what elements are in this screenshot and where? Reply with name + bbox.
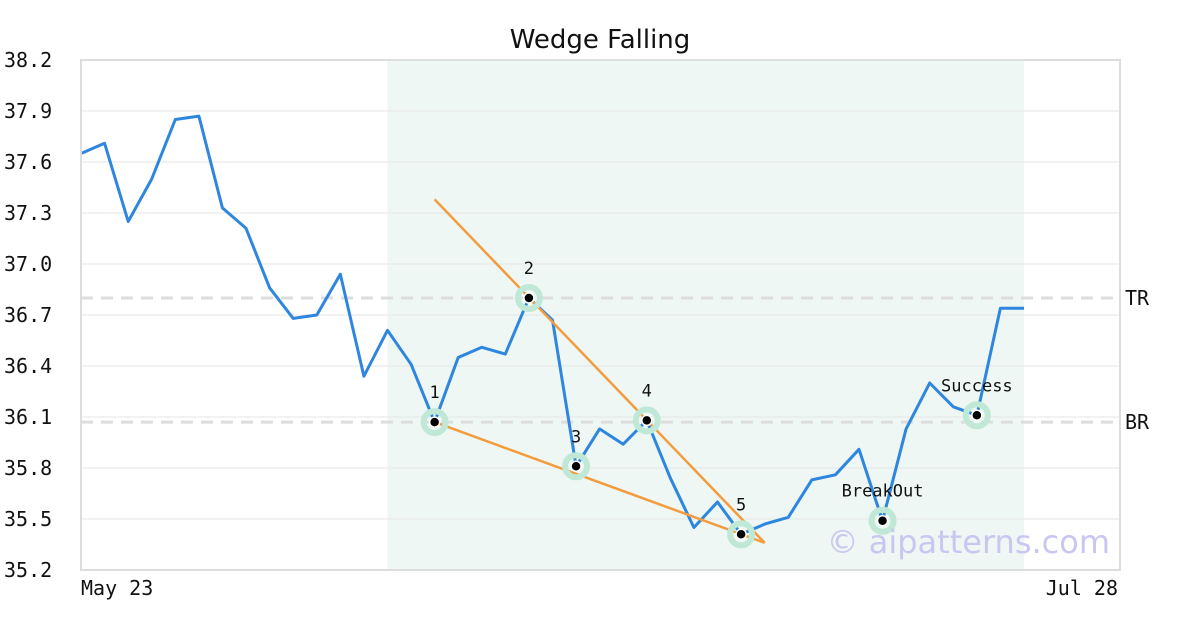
y-tick-label: 35.2	[4, 558, 52, 582]
pattern-point-halo	[632, 406, 661, 435]
x-tick-label: May 23	[81, 576, 153, 600]
pattern-point-marker	[428, 416, 441, 428]
pattern-point-halo	[562, 452, 591, 481]
pattern-point-halo	[420, 408, 449, 437]
reference-line-label: TR	[1125, 286, 1150, 310]
pattern-point-marker	[876, 514, 889, 527]
y-tick-label: 38.2	[4, 48, 52, 72]
reference-lines-layer: TR BR	[81, 286, 1150, 434]
y-tick-label: 35.5	[4, 507, 52, 531]
pattern-point-label: 3	[571, 427, 581, 447]
pattern-point-label: 2	[524, 259, 534, 279]
pattern-point-label: Success	[941, 376, 1013, 396]
pattern-point-label: 4	[642, 381, 652, 401]
watermark: © aipatterns.com	[827, 523, 1110, 561]
markers-layer: 1 2 3 4 5 BreakOut Success	[420, 259, 1013, 549]
trendline	[434, 420, 766, 544]
pattern-point-marker	[971, 409, 983, 422]
pattern-point-marker	[523, 292, 535, 304]
y-tick-label: 37.3	[4, 201, 52, 225]
pattern-point-halo	[868, 506, 897, 535]
series-layer	[80, 114, 1024, 536]
plot-frame	[80, 59, 1121, 571]
y-tick-label: 37.9	[4, 99, 52, 123]
y-tick-label: 36.4	[4, 354, 52, 378]
pattern-point-label: BreakOut	[842, 482, 924, 502]
pattern-point-marker	[570, 460, 582, 473]
price-line	[80, 114, 1024, 536]
pattern-point-halo	[962, 401, 991, 430]
y-tick-label: 35.8	[4, 456, 52, 480]
trendline	[433, 198, 766, 544]
y-tick-label: 36.1	[4, 405, 52, 429]
y-tick-label: 37.6	[4, 150, 52, 174]
chart-title: Wedge Falling	[510, 25, 691, 55]
pattern-point-marker	[641, 414, 653, 427]
axis-layer: 38.2 37.9 37.6 37.3 37.0 36.7 36.4 36.1 35.8 35.5…	[4, 48, 1121, 600]
pattern-point-halo	[514, 284, 543, 312]
y-tick-label: 36.7	[4, 303, 52, 327]
trendlines-layer	[433, 198, 766, 544]
pattern-point-halo	[727, 520, 756, 549]
pattern-point-marker	[735, 528, 747, 541]
reference-line-label: BR	[1125, 410, 1150, 434]
y-tick-label: 37.0	[4, 252, 52, 276]
pattern-point-label: 1	[430, 383, 440, 403]
pattern-point-label: 5	[736, 495, 746, 515]
x-tick-label: Jul 28	[1046, 576, 1118, 600]
